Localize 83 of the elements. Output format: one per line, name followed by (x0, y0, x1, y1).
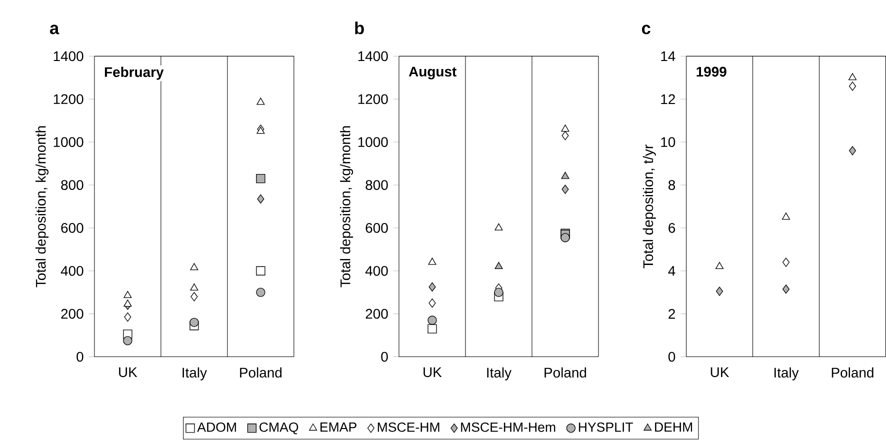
y-tick-label: 800 (366, 180, 388, 190)
annotation: August (408, 66, 456, 80)
y-tick-label: 14 (661, 51, 676, 62)
chart-title: c (642, 24, 650, 34)
point (124, 291, 132, 298)
y-tick-label: 200 (366, 308, 388, 319)
point (256, 174, 266, 184)
legend-label: HYSPLIT (578, 422, 633, 432)
y-tick-label: 1200 (54, 94, 84, 104)
y-tick-label: 600 (366, 223, 388, 233)
point (124, 300, 132, 307)
y-tick-label: 0 (76, 352, 84, 362)
point (561, 124, 570, 132)
point (848, 73, 857, 80)
point (256, 288, 266, 297)
point (782, 212, 790, 220)
x-tick-label: Poland (832, 367, 874, 378)
x-tick-label: Poland (240, 367, 282, 378)
point (494, 223, 503, 230)
y-tick-label: 0 (381, 352, 388, 362)
annotation: February (104, 66, 164, 80)
point (428, 298, 436, 308)
point (562, 184, 569, 194)
y-axis-title: Total deposition, kg/month (340, 126, 354, 288)
y-axis-title: Total deposition, kg/month (36, 126, 49, 288)
y-tick-label: 800 (61, 180, 84, 190)
point (190, 318, 199, 328)
point (428, 258, 436, 265)
point (124, 312, 132, 322)
y-tick-label: 8 (668, 180, 676, 190)
point (190, 284, 198, 291)
point (256, 98, 265, 105)
y-tick-label: 6 (668, 223, 676, 233)
legend-label: CMAQ (260, 422, 298, 434)
point (562, 131, 569, 140)
x-tick-label: Italy (774, 367, 799, 380)
point (494, 288, 504, 297)
point (494, 262, 503, 270)
y-tick-label: 400 (365, 266, 388, 276)
chart-title: b (355, 22, 364, 34)
y-tick-label: 10 (661, 137, 676, 148)
y-tick-label: 400 (60, 266, 84, 276)
point (428, 282, 436, 292)
x-tick-label: UK (424, 367, 442, 378)
y-tick-label: 1400 (358, 51, 388, 62)
point (190, 263, 198, 270)
point (848, 82, 856, 91)
point (256, 266, 266, 276)
y-tick-label: 2 (668, 309, 675, 319)
y-tick-label: 0 (668, 352, 676, 362)
point (257, 194, 264, 204)
point (716, 286, 724, 296)
x-tick-label: UK (119, 367, 138, 378)
x-tick-label: Poland (544, 367, 586, 378)
x-tick-label: Italy (182, 367, 207, 380)
point (782, 284, 790, 294)
point (428, 324, 437, 334)
point (123, 336, 132, 346)
annotation: 1999 (696, 66, 726, 77)
x-tick-label: UK (710, 367, 730, 378)
y-tick-label: 1200 (358, 94, 388, 104)
y-axis-title: Total deposition, t/yr (642, 144, 656, 268)
legend-label: MSCE-HM-Hem (461, 422, 556, 432)
y-tick-label: 200 (61, 308, 84, 319)
legend-label: MSCE-HM (378, 422, 440, 432)
y-tick-label: 1000 (358, 137, 388, 148)
legend-label: EMAP (320, 422, 356, 432)
chart-title: a (50, 24, 60, 34)
point (782, 258, 790, 267)
x-tick-label: Italy (487, 367, 512, 380)
point (190, 292, 198, 302)
point (561, 172, 570, 179)
point (848, 146, 856, 156)
point (428, 316, 437, 325)
y-tick-label: 1400 (54, 51, 84, 62)
legend-label: ADOM (197, 422, 236, 432)
y-tick-label: 600 (61, 223, 84, 233)
y-tick-label: 1000 (54, 137, 84, 148)
point (560, 233, 570, 242)
y-tick-label: 12 (661, 94, 675, 104)
y-tick-label: 4 (668, 266, 676, 276)
point (715, 262, 724, 270)
legend-label: DEHM (655, 422, 692, 432)
